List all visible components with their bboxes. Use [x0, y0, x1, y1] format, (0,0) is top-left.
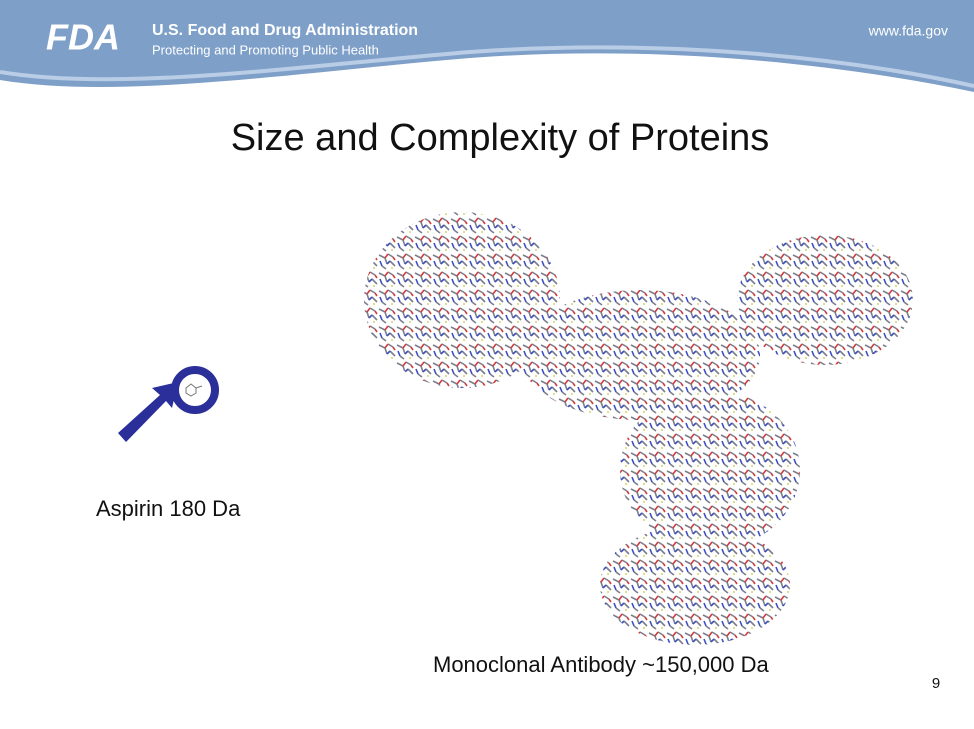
logo: FDA — [46, 17, 120, 58]
agency: U.S. Food and Drug Administration — [152, 22, 418, 39]
url: www.fda.gov — [868, 23, 948, 39]
tagline: Protecting and Promoting Public Health — [152, 42, 379, 57]
antibody-label: Monoclonal Antibody ~150,000 Da — [433, 652, 770, 677]
page-number: 9 — [932, 675, 940, 692]
slide-title: Size and Complexity of Proteins — [231, 117, 770, 159]
aspirin-label: Aspirin 180 Da — [96, 496, 241, 521]
antibody-image — [364, 212, 913, 645]
aspirin-icon — [118, 366, 219, 442]
header: FDA U.S. Food and Drug Administration Pr… — [0, 0, 974, 92]
